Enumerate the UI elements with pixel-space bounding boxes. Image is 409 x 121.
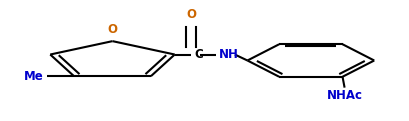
Text: O: O — [108, 23, 117, 36]
Text: NHAc: NHAc — [326, 89, 363, 102]
Text: C: C — [194, 48, 203, 61]
Text: O: O — [186, 8, 196, 21]
Text: Me: Me — [24, 70, 43, 83]
Text: NH: NH — [218, 48, 238, 61]
